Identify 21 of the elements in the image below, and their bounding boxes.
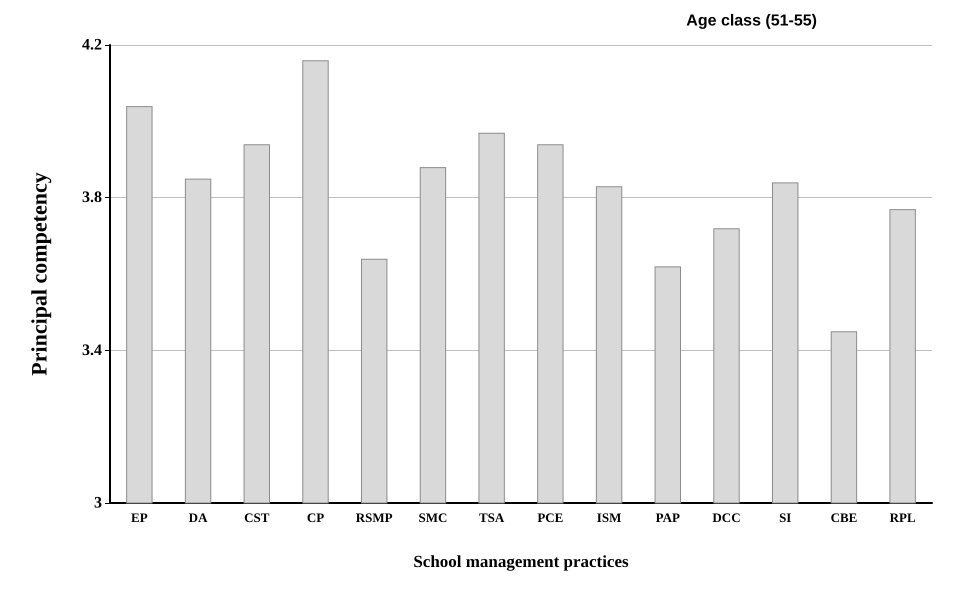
x-tick-label: PCE	[537, 510, 564, 525]
x-tick-label: CST	[244, 510, 270, 525]
y-tick-label: 3.4	[82, 342, 102, 359]
chart-title: Age class (51-55)	[686, 12, 817, 30]
x-tick-label: TSA	[478, 510, 505, 525]
x-tick-label: RSMP	[356, 510, 393, 525]
y-axis-title: Principal competency	[26, 172, 52, 376]
y-tick-label: 3.8	[82, 189, 102, 206]
y-tick-label: 3	[94, 494, 102, 512]
x-tick-label: RPL	[890, 510, 916, 525]
x-tick-label: SI	[779, 510, 792, 525]
x-tick-label: DA	[188, 510, 208, 525]
x-tick-label: SMC	[418, 510, 448, 525]
y-tick-label: 4.2	[82, 36, 102, 54]
x-tick-label: PAP	[656, 510, 680, 525]
x-axis-title: School management practices	[413, 552, 630, 571]
x-tick-label: CP	[306, 510, 324, 525]
x-tick-label: EP	[131, 510, 148, 525]
x-tick-label: ISM	[596, 510, 622, 525]
x-tick-label: CBE	[830, 510, 858, 525]
x-tick-label: DCC	[712, 510, 741, 525]
